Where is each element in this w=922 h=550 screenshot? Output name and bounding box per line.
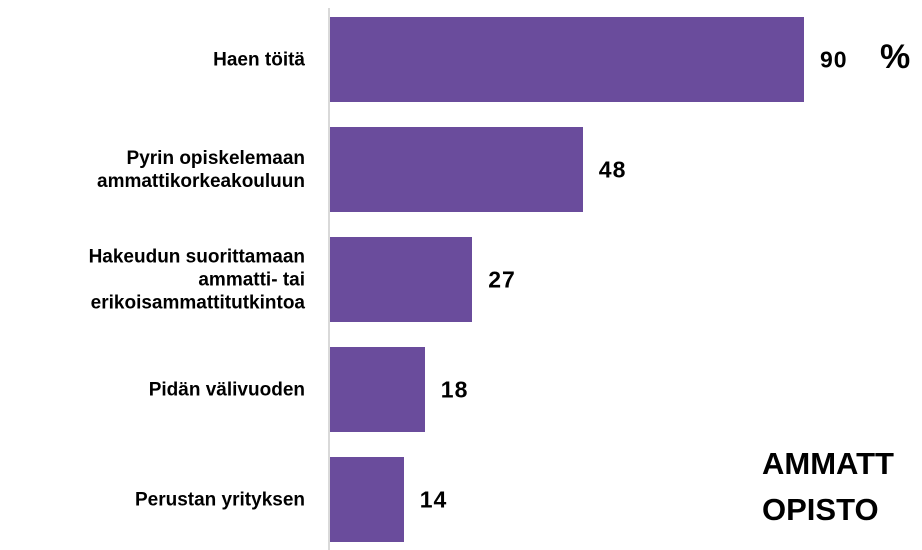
category-label: Perustan yrityksen	[134, 489, 305, 510]
value-label: 48	[598, 156, 627, 182]
bar	[330, 127, 583, 212]
bar	[330, 347, 425, 432]
unit-label: %	[880, 37, 911, 76]
category-label: Pidän välivuoden	[148, 379, 305, 400]
bar	[330, 237, 473, 322]
annotation: AMMATT	[762, 446, 894, 481]
value-label: 27	[488, 266, 516, 292]
axis-line	[328, 8, 330, 550]
bar	[330, 457, 404, 542]
category-label: Hakeudun suorittamaan ammatti- tai eriko…	[88, 246, 305, 313]
value-label: 18	[440, 376, 469, 402]
bar	[330, 17, 804, 102]
value-label: 14	[419, 486, 448, 512]
category-label: Haen töitä	[213, 49, 305, 70]
value-label: 90	[820, 46, 848, 72]
category-label: Pyrin opiskelemaan ammattikorkeakouluun	[97, 147, 305, 192]
annotation: OPISTO	[762, 492, 879, 527]
